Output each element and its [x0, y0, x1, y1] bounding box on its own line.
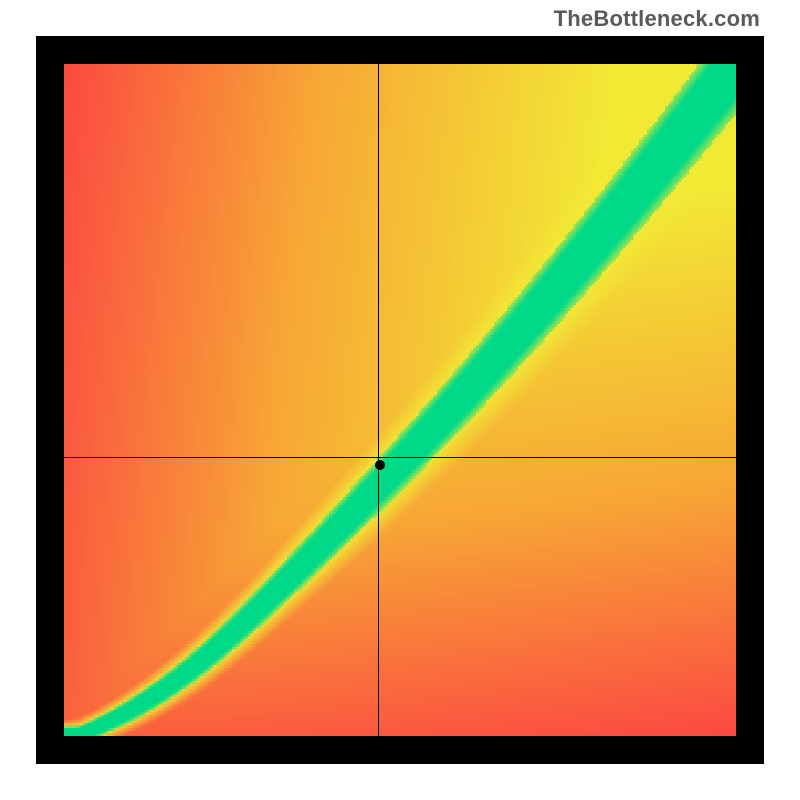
heatmap-canvas — [64, 64, 736, 736]
crosshair-vertical — [378, 64, 379, 736]
plot-area — [64, 64, 736, 736]
plot-frame — [36, 36, 764, 764]
marker-dot — [375, 460, 385, 470]
crosshair-horizontal — [64, 457, 736, 458]
watermark-text: TheBottleneck.com — [554, 6, 760, 32]
